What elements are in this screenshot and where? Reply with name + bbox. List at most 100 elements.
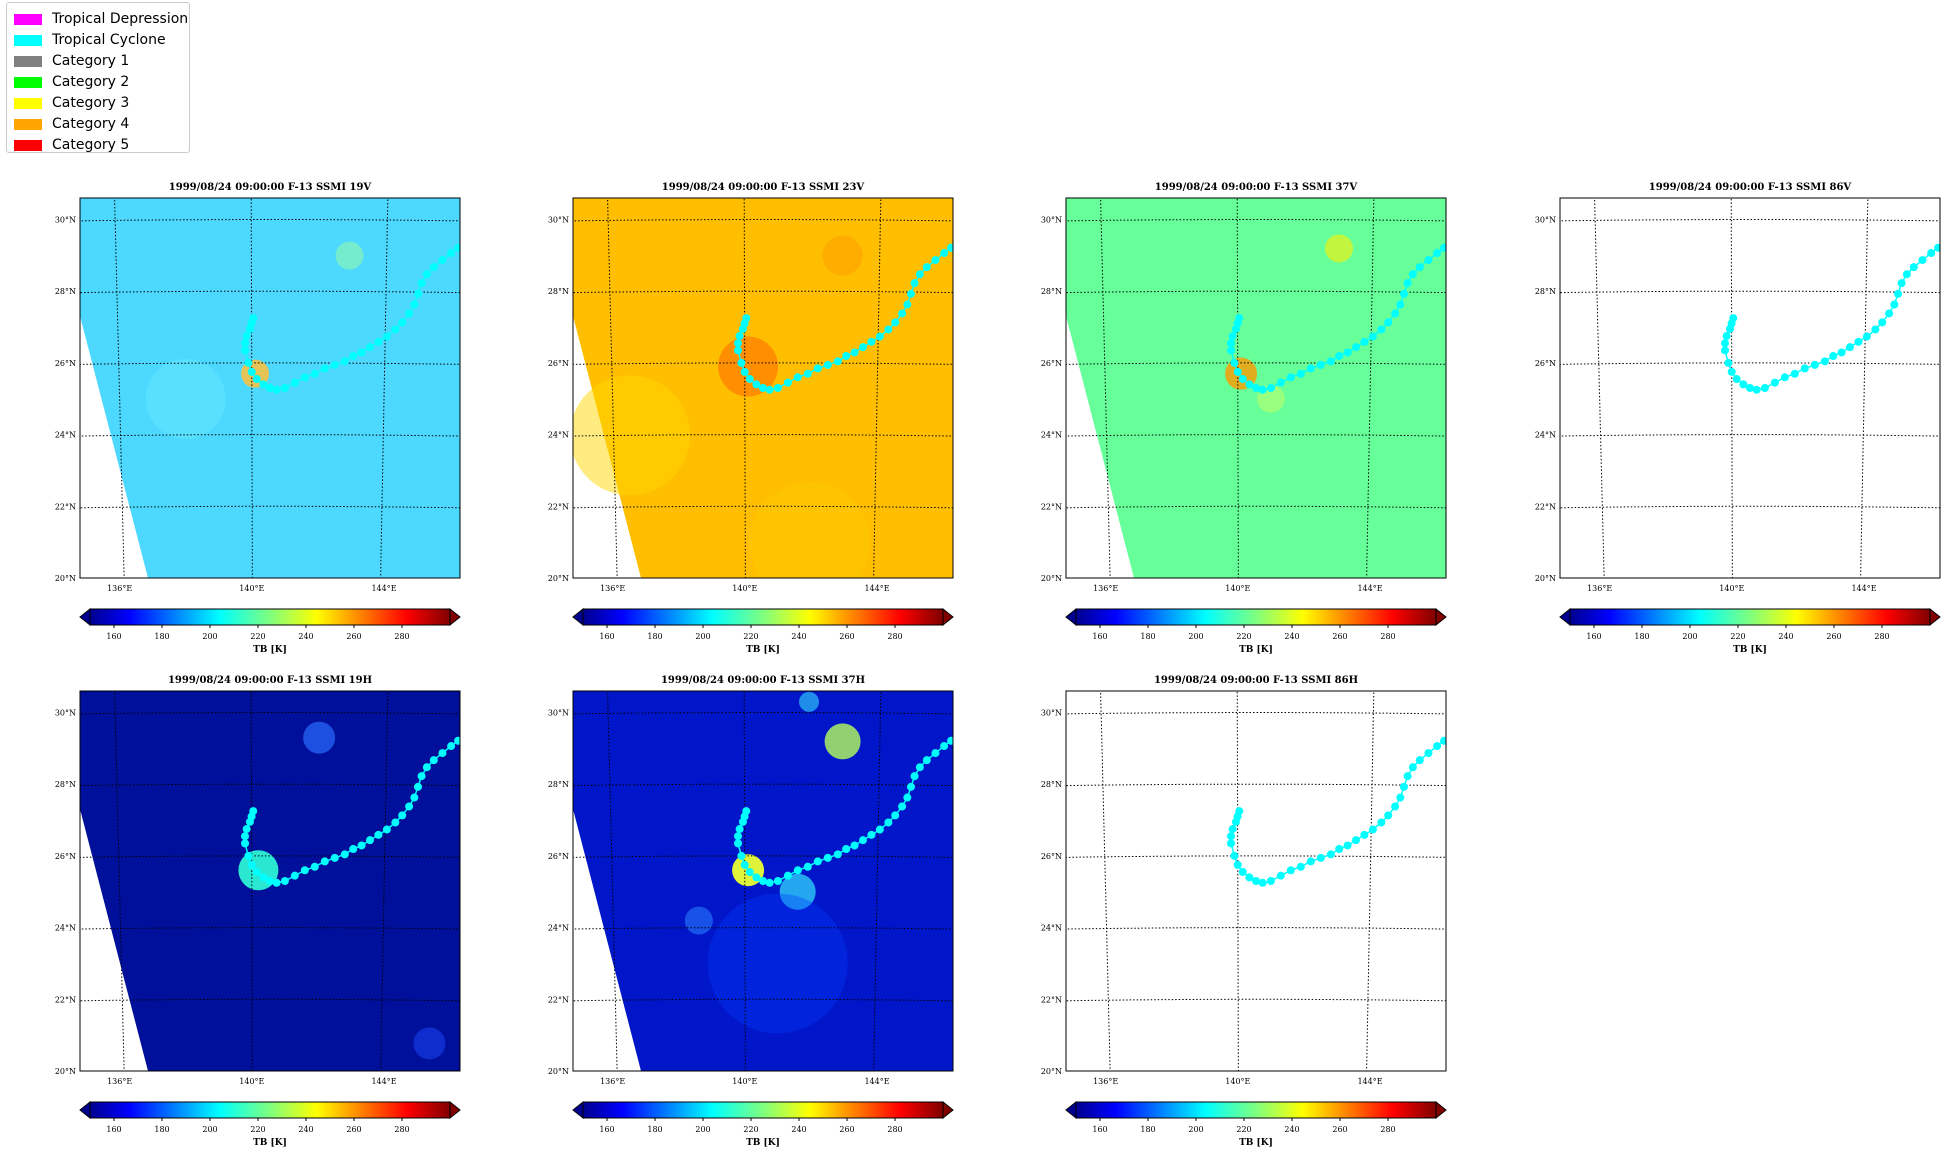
lat-label: 22°N [548, 502, 569, 511]
storm-track-point [272, 385, 281, 394]
storm-track-point [310, 862, 319, 871]
parallel-line [1560, 219, 1940, 222]
storm-track-point [745, 868, 754, 877]
lat-label: 28°N [55, 287, 76, 296]
colorbar-max-extend [942, 1100, 954, 1120]
storm-track-point [244, 358, 253, 367]
colorbar-max-extend [1435, 607, 1447, 627]
lat-label: 28°N [548, 287, 569, 296]
parallel-line [573, 712, 953, 715]
storm-track-point [1722, 332, 1731, 341]
storm-track-point [783, 871, 792, 880]
storm-track-point [1228, 825, 1237, 834]
parallel-line [80, 219, 460, 222]
storm-track-point [365, 836, 374, 845]
parallel-line [573, 290, 953, 294]
parallel-line [80, 712, 460, 715]
panel-title: 1999/08/24 09:00:00 F-13 SSMI 23V [662, 182, 865, 193]
storm-track-point [1440, 736, 1446, 745]
storm-track-point [740, 860, 749, 869]
storm-track-point [1276, 871, 1285, 880]
storm-track-point [240, 832, 249, 841]
panel-frame [79, 690, 461, 1072]
colorbar-tick-label: 160 [1586, 632, 1601, 641]
storm-track-point [1727, 367, 1736, 376]
colorbar-tick-label: 220 [1236, 1125, 1251, 1134]
colorbar-tick-label: 260 [1826, 632, 1841, 641]
storm-track-point [454, 243, 460, 252]
storm-track-point [429, 263, 438, 272]
storm-track-point [1424, 749, 1433, 758]
colorbar-tick-label: 180 [1140, 632, 1155, 641]
lat-label: 20°N [548, 574, 569, 583]
storm-track-point [915, 763, 924, 772]
colorbar-tick-label: 240 [1778, 632, 1793, 641]
storm-track-point [242, 825, 251, 834]
storm-track-point [1343, 348, 1352, 357]
lat-label: 30°N [548, 216, 569, 225]
colorbar-min-extend [572, 1100, 584, 1120]
storm-track-point [858, 343, 867, 352]
parallel-line [1066, 712, 1446, 715]
storm-track-point [1897, 279, 1906, 288]
tb-feature [824, 723, 861, 760]
lat-label: 30°N [548, 709, 569, 718]
meridian-line [1236, 691, 1239, 1071]
colorbar-max-extend [942, 607, 954, 627]
storm-track-point [1360, 337, 1369, 346]
lon-label: 136°E [600, 584, 625, 593]
storm-track-point [850, 348, 859, 357]
lat-label: 26°N [548, 359, 569, 368]
lat-label: 24°N [1041, 431, 1062, 440]
storm-track-point [252, 375, 261, 384]
storm-track-point [1909, 263, 1918, 272]
colorbar-tick-label: 240 [1284, 632, 1299, 641]
storm-track-point [240, 339, 249, 348]
storm-track-point [417, 772, 426, 781]
panel-frame [1065, 197, 1447, 579]
colorbar-tick-label: 240 [298, 1125, 313, 1134]
lat-label: 20°N [55, 574, 76, 583]
storm-track-point [793, 373, 802, 382]
colorbar-tick-label: 280 [1874, 632, 1889, 641]
colorbar-tick-label: 260 [1332, 632, 1347, 641]
legend-label: Category 2 [52, 74, 130, 90]
storm-track-point [947, 736, 953, 745]
legend-label: Category 3 [52, 95, 130, 111]
storm-track-point [1335, 352, 1344, 361]
storm-track-point [1829, 352, 1838, 361]
storm-track-point [1227, 839, 1236, 848]
tb-feature [413, 1027, 446, 1060]
storm-track-point [1335, 845, 1344, 854]
colorbar-tick-label: 260 [346, 632, 361, 641]
storm-track-point [429, 756, 438, 765]
storm-track-point [1238, 375, 1247, 384]
storm-track-point [1862, 332, 1871, 341]
storm-track-point [422, 763, 431, 772]
meridian-line [114, 691, 125, 1071]
storm-track-point [793, 866, 802, 875]
storm-track-point [1854, 337, 1863, 346]
lon-label: 144°E [371, 1077, 396, 1086]
lat-label: 30°N [1041, 709, 1062, 718]
parallel-line [1560, 362, 1940, 365]
storm-track-point [813, 857, 822, 866]
legend-label: Category 4 [52, 116, 130, 132]
meridian-line [114, 198, 125, 578]
storm-track-point [765, 878, 774, 887]
storm-track-point [300, 373, 309, 382]
lat-label: 20°N [1041, 574, 1062, 583]
storm-track-point [1228, 332, 1237, 341]
storm-track-point [773, 877, 782, 886]
storm-track-point [906, 289, 915, 298]
storm-track-point [759, 384, 767, 392]
storm-track-point [884, 818, 893, 827]
colorbar-tick-label: 160 [106, 1125, 121, 1134]
panel-title: 1999/08/24 09:00:00 F-13 SSMI 19V [169, 182, 372, 193]
legend-swatch [14, 35, 42, 46]
storm-track-point [417, 279, 426, 288]
lat-label: 28°N [1041, 780, 1062, 789]
storm-track-point [735, 825, 744, 834]
parallel-line [1560, 434, 1940, 437]
storm-track-point [1893, 289, 1902, 298]
